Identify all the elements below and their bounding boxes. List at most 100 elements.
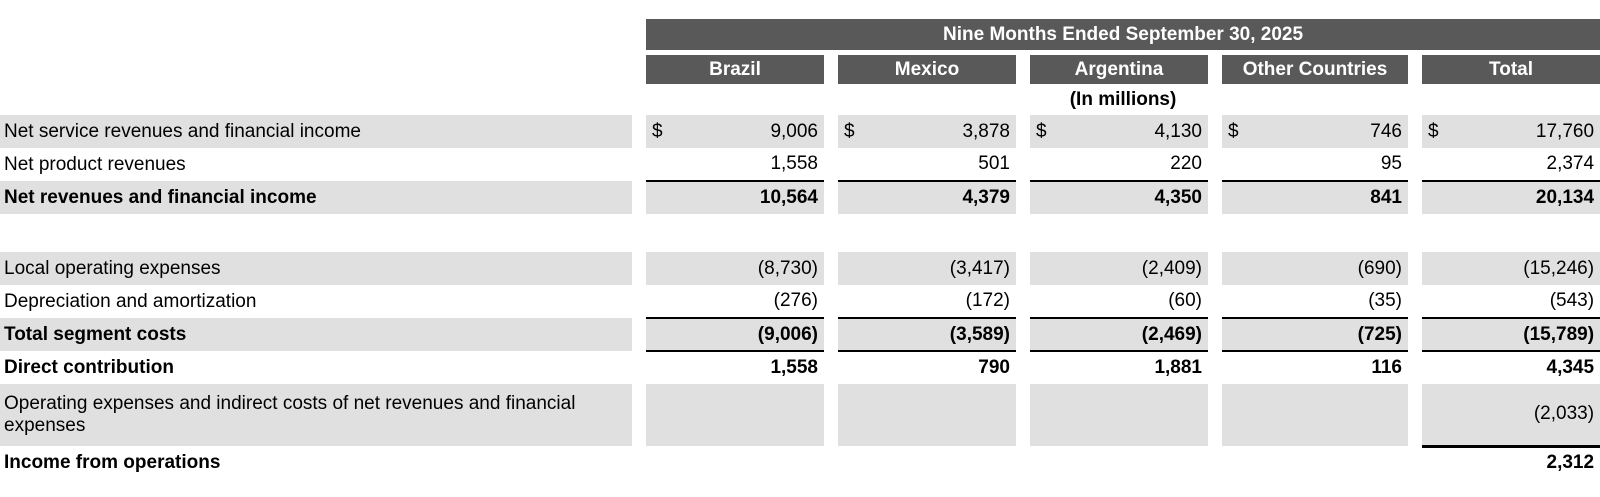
currency-symbol: $ xyxy=(652,120,663,142)
cell-value: 4,130 xyxy=(1154,120,1202,142)
cell-value: 4,345 xyxy=(1546,357,1595,379)
cell-total: 2,374 xyxy=(1422,148,1600,181)
cell-value: 4,379 xyxy=(962,187,1010,209)
cell-brazil: (8,730) xyxy=(646,252,824,285)
cell-mexico: (172) xyxy=(838,285,1016,318)
cell-argentina: (2,409) xyxy=(1030,252,1208,285)
cell-total: 2,312 xyxy=(1422,444,1600,479)
cell-argentina xyxy=(1030,446,1208,479)
cell-mexico xyxy=(838,384,1016,446)
cell-value: (690) xyxy=(1357,257,1402,279)
row-label: Depreciation and amortization xyxy=(4,290,257,312)
currency-symbol: $ xyxy=(1036,120,1047,142)
table-row: Local operating expenses (8,730) (3,417)… xyxy=(0,252,1600,285)
cell-other-countries xyxy=(1222,384,1408,446)
cell-value: (15,246) xyxy=(1523,257,1595,279)
column-header-mexico: Mexico xyxy=(838,55,1016,84)
cell-value: (543) xyxy=(1549,290,1595,312)
cell-other-countries: 116 xyxy=(1222,351,1408,384)
cell-brazil: 1,558 xyxy=(646,351,824,384)
units-note: (In millions) xyxy=(1069,88,1177,110)
cell-value: 20,134 xyxy=(1535,187,1595,209)
cell-value: 501 xyxy=(978,153,1010,175)
cell-argentina xyxy=(1030,384,1208,446)
cell-total: 20,134 xyxy=(1422,180,1600,214)
cell-brazil: (276) xyxy=(646,285,824,318)
cell-total: (15,246) xyxy=(1422,252,1600,285)
cell-argentina: (60) xyxy=(1030,285,1208,318)
cell-value: (725) xyxy=(1357,323,1402,345)
table-row-total: Direct contribution 1,558 790 1,881 116 … xyxy=(0,351,1600,384)
segment-results-table: Nine Months Ended September 30, 2025 Bra… xyxy=(0,19,1600,479)
period-header: Nine Months Ended September 30, 2025 xyxy=(646,19,1600,50)
currency-symbol: $ xyxy=(844,120,855,142)
cell-other-countries: (690) xyxy=(1222,252,1408,285)
cell-value: 4,350 xyxy=(1154,187,1202,209)
cell-value: 2,312 xyxy=(1546,452,1595,474)
cell-brazil xyxy=(646,384,824,446)
table-row: Net service revenues and financial incom… xyxy=(0,115,1600,148)
cell-mexico: $3,878 xyxy=(838,115,1016,148)
cell-value: (2,409) xyxy=(1141,257,1202,279)
table-row: Depreciation and amortization (276) (172… xyxy=(0,285,1600,318)
cell-value: (35) xyxy=(1368,290,1402,312)
column-header-brazil: Brazil xyxy=(646,55,824,84)
cell-value: 9,006 xyxy=(770,120,818,142)
cell-value: 95 xyxy=(1380,153,1402,175)
empty-corner xyxy=(0,19,632,50)
cell-value: (3,589) xyxy=(949,323,1010,345)
cell-value: 1,881 xyxy=(1154,357,1202,379)
cell-mexico: (3,589) xyxy=(838,317,1016,352)
cell-argentina: 4,350 xyxy=(1030,180,1208,214)
cell-value: (172) xyxy=(965,290,1010,312)
row-label: Total segment costs xyxy=(0,318,632,351)
cell-other-countries: (725) xyxy=(1222,317,1408,352)
row-label: Net service revenues and financial incom… xyxy=(0,115,632,148)
cell-argentina: (2,469) xyxy=(1030,317,1208,352)
cell-argentina: 1,881 xyxy=(1030,351,1208,384)
cell-total: (15,789) xyxy=(1422,317,1600,352)
cell-value: 1,558 xyxy=(770,153,818,175)
cell-mexico: 4,379 xyxy=(838,180,1016,214)
cell-value: 746 xyxy=(1370,120,1402,142)
cell-value: 10,564 xyxy=(759,187,818,209)
cell-value: 116 xyxy=(1371,357,1402,379)
cell-brazil: $9,006 xyxy=(646,115,824,148)
cell-other-countries: 95 xyxy=(1222,148,1408,181)
row-label: Income from operations xyxy=(4,451,221,473)
currency-symbol: $ xyxy=(1428,120,1439,142)
table-row-total: Income from operations 2,312 xyxy=(0,444,1600,479)
cell-total: (543) xyxy=(1422,285,1600,318)
period-header-row: Nine Months Ended September 30, 2025 xyxy=(0,19,1600,50)
cell-mexico: 790 xyxy=(838,351,1016,384)
cell-value: (8,730) xyxy=(757,257,818,279)
table-row-total: Total segment costs (9,006) (3,589) (2,4… xyxy=(0,317,1600,352)
cell-value: 17,760 xyxy=(1535,120,1595,142)
cell-total: $17,760 xyxy=(1422,115,1600,148)
cell-other-countries: (35) xyxy=(1222,285,1408,318)
table-row: Net product revenues 1,558 501 220 95 2,… xyxy=(0,148,1600,181)
cell-brazil: 1,558 xyxy=(646,148,824,181)
table-row-total: Net revenues and financial income 10,564… xyxy=(0,180,1600,214)
cell-total: 4,345 xyxy=(1422,351,1600,384)
row-label: Operating expenses and indirect costs of… xyxy=(0,384,632,446)
row-label: Net revenues and financial income xyxy=(0,181,632,214)
cell-other-countries xyxy=(1222,446,1408,479)
column-header-row: Brazil Mexico Argentina Other Countries … xyxy=(0,55,1600,84)
cell-value: 790 xyxy=(978,357,1010,379)
cell-value: (276) xyxy=(773,290,818,312)
cell-value: (9,006) xyxy=(757,323,818,345)
table-row: Operating expenses and indirect costs of… xyxy=(0,384,1600,446)
cell-argentina: 220 xyxy=(1030,148,1208,181)
cell-value: 2,374 xyxy=(1546,153,1595,175)
currency-symbol: $ xyxy=(1228,120,1239,142)
cell-other-countries: 841 xyxy=(1222,180,1408,214)
cell-value: (60) xyxy=(1168,290,1202,312)
cell-value: (15,789) xyxy=(1523,323,1595,345)
cell-value: (3,417) xyxy=(949,257,1010,279)
cell-total: (2,033) xyxy=(1422,384,1600,446)
cell-brazil: 10,564 xyxy=(646,180,824,214)
cell-value: 841 xyxy=(1370,187,1402,209)
cell-value: 3,878 xyxy=(962,120,1010,142)
cell-value: 1,558 xyxy=(770,357,818,379)
